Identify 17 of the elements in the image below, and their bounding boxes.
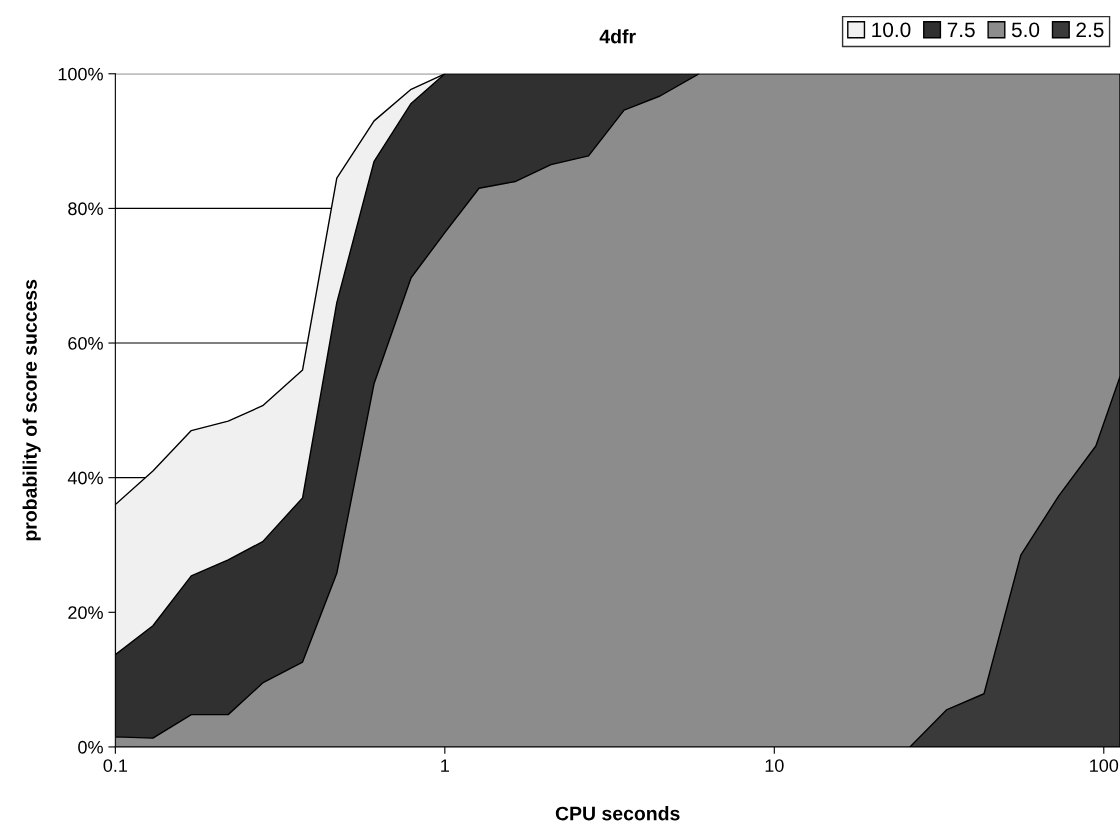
- legend-label: 7.5: [947, 22, 975, 38]
- y-tick-label: 80%: [68, 202, 103, 216]
- x-tick-label: 0.1: [103, 759, 128, 772]
- y-tick-label: 60%: [68, 336, 103, 350]
- legend-label: 10.0: [872, 22, 911, 38]
- y-tick-label: 20%: [68, 606, 103, 620]
- legend-label: 5.0: [1011, 22, 1040, 38]
- y-axis-title: probability of score success: [22, 279, 41, 541]
- legend-label: 2.5: [1076, 22, 1104, 38]
- chart-title: 4dfr: [599, 29, 636, 44]
- y-tick-label: 40%: [67, 471, 103, 485]
- y-tick-label: 0%: [78, 740, 103, 754]
- x-axis-title: CPU seconds: [555, 806, 680, 821]
- x-tick-label: 100: [1090, 759, 1119, 772]
- y-tick-label: 100%: [58, 67, 103, 81]
- x-tick-label: 10: [765, 759, 784, 772]
- x-tick-label: 1: [441, 759, 449, 772]
